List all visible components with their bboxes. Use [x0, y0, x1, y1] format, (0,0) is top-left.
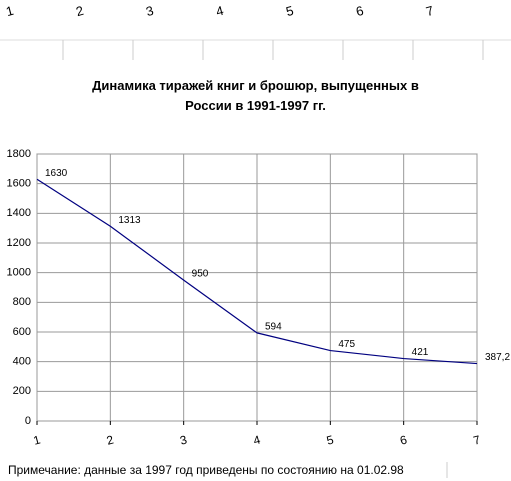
y-tick-label: 800 [13, 296, 31, 308]
column-header: 2 [74, 3, 85, 19]
x-tick-label: 1 [32, 432, 42, 447]
y-tick-label: 400 [13, 356, 31, 368]
x-tick-label: 5 [325, 432, 335, 447]
chart-title: Динамика тиражей книг и брошюр, выпущенн… [92, 78, 419, 113]
line [36, 178, 478, 365]
x-tick-label: 2 [105, 432, 115, 447]
column-header: 6 [354, 3, 365, 19]
y-tick-label: 1000 [7, 267, 31, 279]
y-tick-label: 1600 [7, 178, 31, 190]
y-tick-label: 0 [25, 415, 31, 427]
column-header: 3 [144, 3, 155, 19]
x-tick-label: 6 [398, 432, 408, 447]
data-label: 594 [265, 322, 282, 333]
column-header: 4 [214, 3, 225, 19]
x-tick-label: 7 [472, 432, 482, 447]
footnote: Примечание: данные за 1997 год приведены… [8, 463, 404, 477]
data-label: 475 [338, 339, 355, 350]
data-label: 1630 [45, 168, 68, 179]
data-label: 387,2 [485, 352, 510, 363]
y-tick-label: 200 [13, 385, 31, 397]
y-tick-label: 1200 [7, 237, 31, 249]
y-tick-label: 1400 [7, 207, 31, 219]
data-label: 950 [192, 269, 209, 280]
column-header: 7 [424, 3, 435, 19]
x-tick-label: 4 [252, 432, 262, 447]
y-tick-label: 1800 [7, 148, 31, 160]
data-label: 421 [412, 347, 429, 358]
column-header: 1 [4, 3, 15, 19]
x-tick-label: 3 [178, 432, 188, 447]
column-header: 5 [284, 3, 295, 19]
y-tick-label: 600 [13, 326, 31, 338]
data-label: 1313 [118, 215, 141, 226]
